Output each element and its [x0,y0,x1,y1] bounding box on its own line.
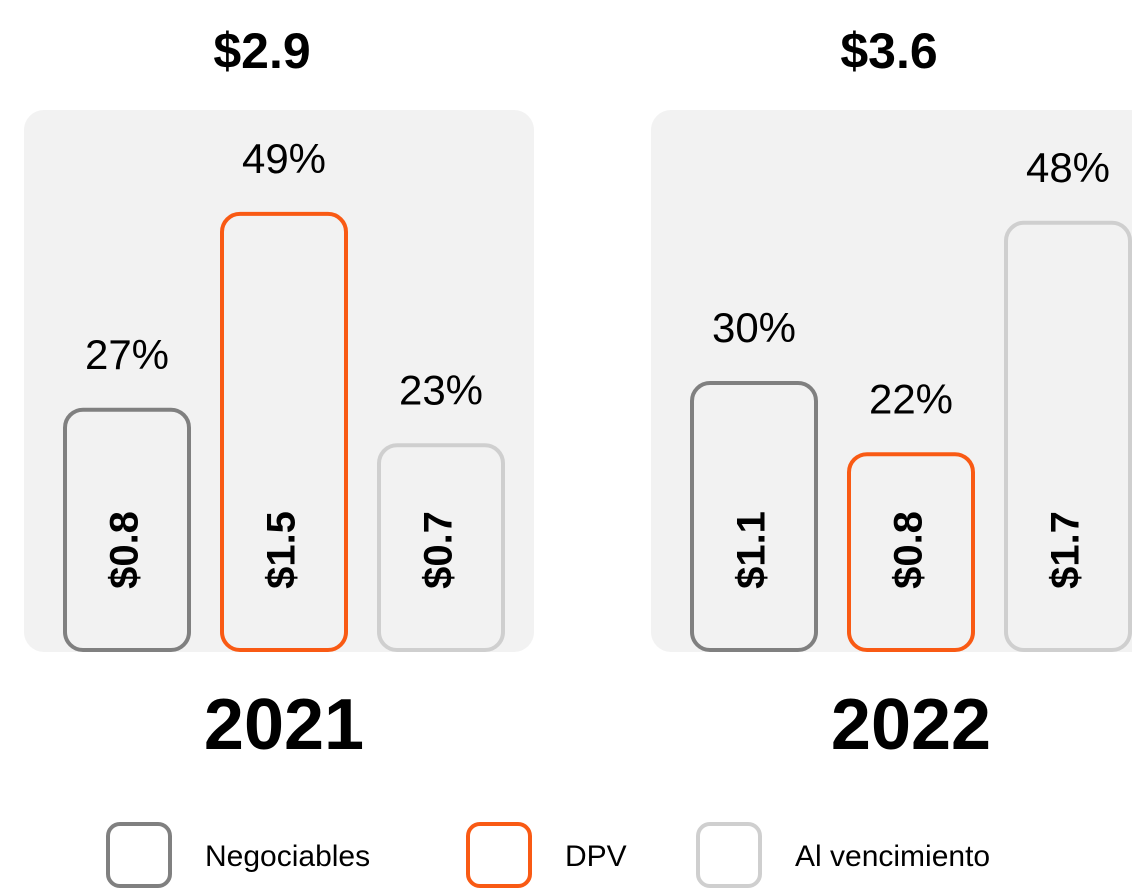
bar [690,381,818,652]
bar [847,452,975,653]
percent-label: 23% [399,366,483,413]
percent-label: 48% [1026,144,1110,191]
legend-label: DPV [565,840,627,873]
year-label: 2021 [204,685,364,765]
percent-label: 49% [242,135,326,182]
amount-label: $1.7 [1044,511,1088,589]
amount-label: $1.1 [730,511,774,589]
legend-label: Negociables [205,840,370,873]
bar [220,211,348,652]
panel-total: $3.6 [840,23,937,79]
bar [377,443,505,652]
amount-label: $1.5 [260,511,304,589]
legend-label: Al vencimiento [795,840,990,873]
legend-swatch [696,822,762,888]
amount-label: $0.7 [417,511,461,589]
bar [63,407,191,653]
panel-background [24,110,534,652]
legend-swatch [466,822,532,888]
panel-total: $2.9 [213,23,310,79]
year-label: 2022 [831,685,991,765]
amount-label: $0.8 [887,511,931,589]
percent-label: 30% [712,304,796,351]
bar [1004,220,1132,653]
legend-swatch [106,822,172,888]
percent-label: 27% [85,331,169,378]
panel-background [651,110,1132,652]
percent-label: 22% [869,375,953,422]
amount-label: $0.8 [103,511,147,589]
